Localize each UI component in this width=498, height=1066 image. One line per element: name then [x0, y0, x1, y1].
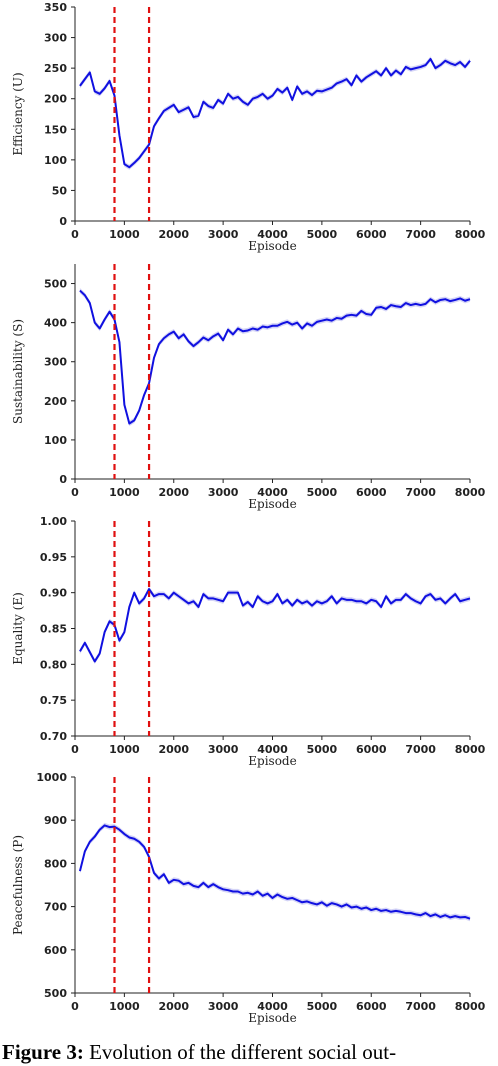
x-axis-label: Episode	[248, 754, 296, 768]
x-axis-label: Episode	[248, 1011, 296, 1025]
x-tick-label: 3000	[208, 1000, 239, 1013]
y-tick-label: 250	[44, 62, 67, 75]
confidence-band	[79, 56, 470, 170]
caption-label: Figure 3:	[2, 1040, 84, 1064]
chart-panel-1: 0 50 100 150 200 250 300 350 0 1000 2000 3000 4000 50…	[11, 1, 486, 253]
y-axis-label: Peacefulness (P)	[11, 835, 25, 935]
y-tick-label: 150	[44, 123, 67, 136]
y-tick-label: 700	[44, 901, 67, 914]
y-tick-label: 0.70	[40, 730, 67, 743]
x-tick-label: 2000	[158, 743, 189, 756]
x-tick-label: 5000	[307, 228, 338, 241]
y-axis-label: Equality (E)	[11, 592, 25, 665]
x-tick-label: 4000	[257, 486, 288, 499]
series-line	[79, 57, 471, 169]
caption-text: Evolution of the different social out-	[89, 1040, 397, 1064]
y-tick-label: 0	[59, 215, 67, 228]
series-line	[79, 289, 471, 425]
x-tick-label: 7000	[405, 486, 436, 499]
figure-caption: Figure 3: Evolution of the different soc…	[2, 1040, 396, 1065]
x-tick-label: 8000	[455, 743, 486, 756]
x-tick-label: 0	[71, 486, 79, 499]
x-tick-label: 6000	[356, 743, 387, 756]
x-tick-label: 4000	[257, 743, 288, 756]
y-tick-label: 350	[44, 1, 67, 14]
x-tick-label: 8000	[455, 486, 486, 499]
y-tick-label: 300	[44, 32, 67, 45]
y-tick-label: 0.95	[40, 551, 67, 564]
series-line	[79, 588, 471, 663]
x-tick-label: 3000	[208, 486, 239, 499]
x-tick-label: 1000	[109, 743, 140, 756]
y-tick-label: 1000	[36, 771, 67, 784]
y-tick-label: 0.90	[40, 587, 67, 600]
y-tick-label: 200	[44, 395, 67, 408]
y-tick-label: 0.75	[40, 694, 67, 707]
y-tick-label: 500	[44, 278, 67, 291]
x-tick-label: 8000	[455, 1000, 486, 1013]
x-tick-label: 5000	[307, 486, 338, 499]
x-tick-label: 0	[71, 743, 79, 756]
x-tick-label: 0	[71, 228, 79, 241]
x-tick-label: 6000	[356, 228, 387, 241]
y-tick-label: 200	[44, 93, 67, 106]
x-tick-label: 5000	[307, 1000, 338, 1013]
x-tick-label: 6000	[356, 1000, 387, 1013]
x-tick-label: 7000	[405, 1000, 436, 1013]
x-tick-label: 0	[71, 1000, 79, 1013]
x-tick-label: 8000	[455, 228, 486, 241]
x-axis-label: Episode	[248, 239, 296, 253]
x-axis-label: Episode	[248, 497, 296, 511]
confidence-band	[79, 288, 470, 427]
x-tick-label: 3000	[208, 228, 239, 241]
confidence-band	[79, 822, 470, 922]
x-tick-label: 4000	[257, 1000, 288, 1013]
y-tick-label: 400	[44, 317, 67, 330]
x-tick-label: 7000	[405, 743, 436, 756]
y-tick-label: 0	[59, 473, 67, 486]
series-line	[78, 824, 471, 920]
x-tick-label: 2000	[158, 1000, 189, 1013]
y-axis-label: Sustainability (S)	[11, 319, 25, 424]
y-tick-label: 1.00	[40, 515, 67, 528]
y-tick-label: 100	[44, 434, 67, 447]
y-tick-label: 100	[44, 154, 67, 167]
x-tick-label: 2000	[158, 228, 189, 241]
y-tick-label: 900	[44, 814, 67, 827]
y-tick-label: 300	[44, 356, 67, 369]
x-tick-label: 5000	[307, 743, 338, 756]
x-tick-label: 4000	[257, 228, 288, 241]
x-tick-label: 1000	[109, 1000, 140, 1013]
y-tick-label: 50	[52, 184, 68, 197]
y-tick-label: 500	[44, 987, 67, 1000]
y-tick-label: 600	[44, 944, 67, 957]
y-tick-label: 800	[44, 857, 67, 870]
x-tick-label: 2000	[158, 486, 189, 499]
y-tick-label: 0.80	[40, 658, 67, 671]
x-tick-label: 7000	[405, 228, 436, 241]
x-tick-label: 1000	[109, 486, 140, 499]
x-tick-label: 1000	[109, 228, 140, 241]
chart-panel-3: 0.70 0.75 0.80 0.85 0.90 0.95 1.00 0 1000 2000 300…	[11, 515, 486, 768]
y-tick-label: 0.85	[40, 623, 67, 636]
chart-panel-4: 500 600 700 800 900 1000 0 1000 2000 3000 4000 5000…	[11, 771, 486, 1025]
y-axis-label: Efficiency (U)	[11, 72, 25, 155]
x-tick-label: 6000	[356, 486, 387, 499]
x-tick-label: 3000	[208, 743, 239, 756]
